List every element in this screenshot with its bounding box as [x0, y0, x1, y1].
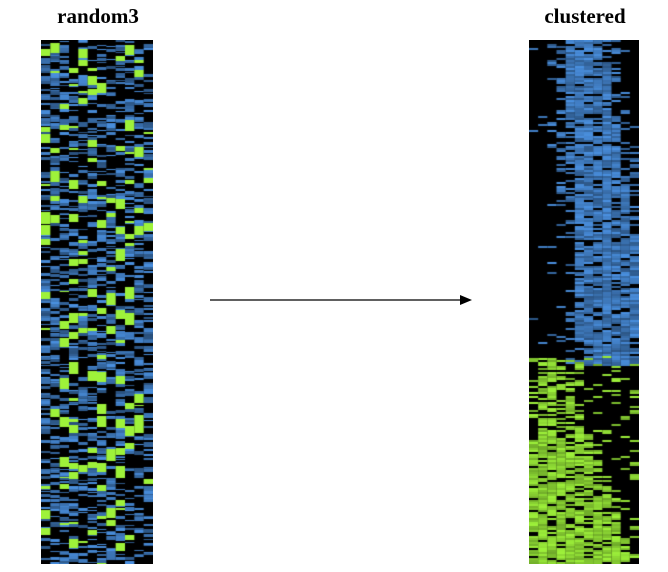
clustered-heatmap: [529, 40, 639, 564]
random3-title: random3: [57, 4, 139, 28]
clustered-title: clustered: [544, 4, 626, 28]
arrow-head: [460, 295, 472, 305]
random-heatmap: [41, 40, 153, 564]
transform-arrow: [210, 295, 472, 305]
